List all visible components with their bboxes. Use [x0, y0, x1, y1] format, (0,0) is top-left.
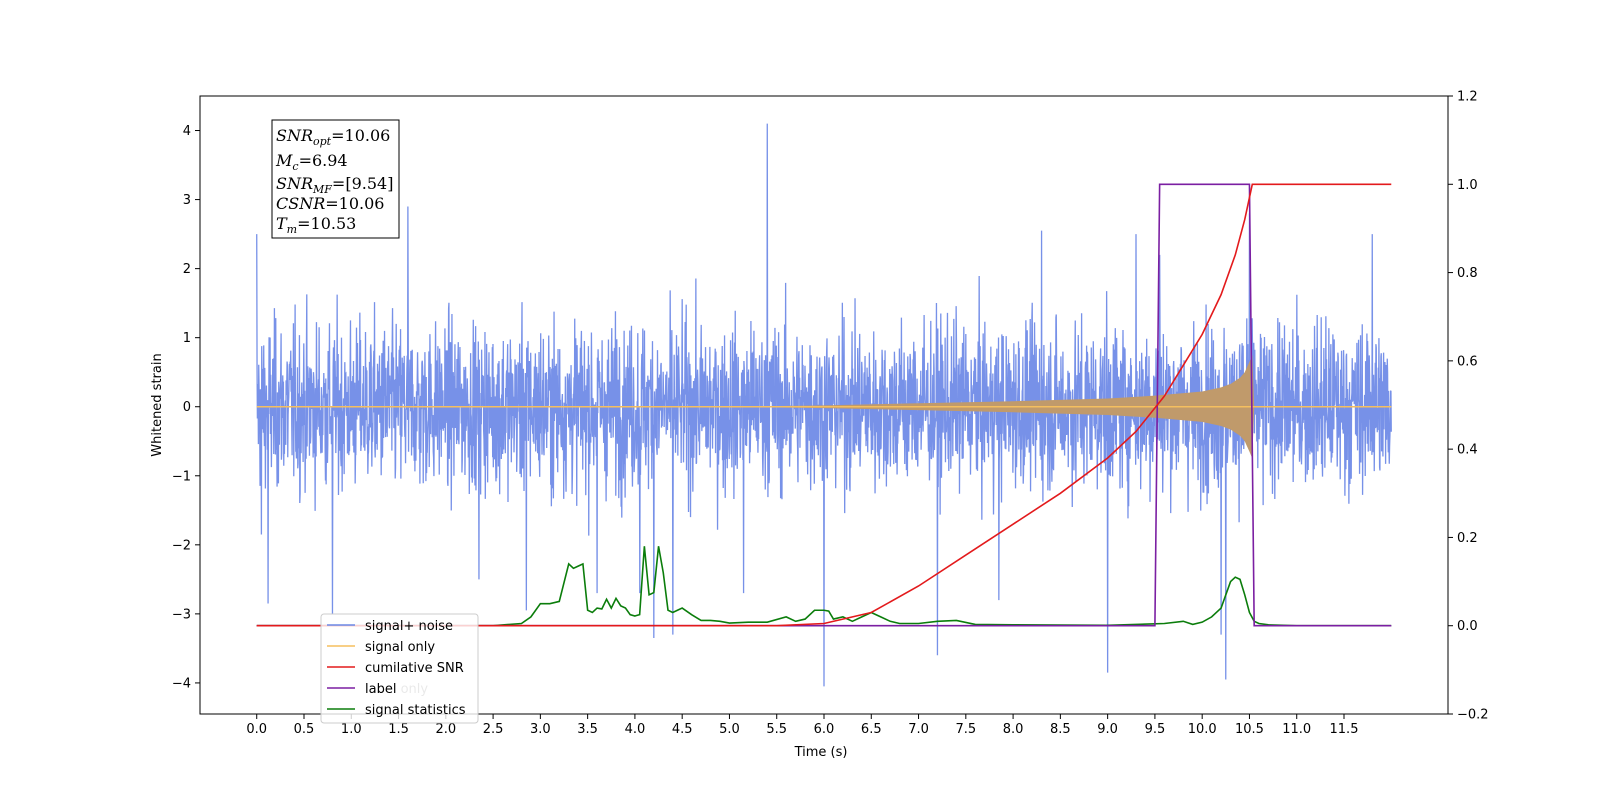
x-tick-label: 9.0 [1097, 722, 1118, 737]
annotation-tm-subscript: m [287, 223, 297, 236]
y-axis-left-label: Whitened strain [150, 353, 165, 456]
y-left-tick-label: 3 [183, 193, 191, 208]
y-right-tick-label: 0.8 [1457, 266, 1478, 281]
y-right-tick-label: 1.0 [1457, 178, 1478, 193]
y-left-tick-label: 0 [183, 400, 191, 415]
x-tick-label: 9.5 [1145, 722, 1166, 737]
x-tick-label: 11.0 [1282, 722, 1311, 737]
legend-label-signal-statistics: signal statistics [365, 703, 466, 718]
y-right-tick-label: 0.6 [1457, 354, 1478, 369]
y-axis-left: −4 −3 −2 −1 0 1 2 3 4 [172, 124, 200, 691]
annotation-tm: Tm=10.53 [276, 214, 356, 236]
y-left-tick-label: 4 [183, 124, 191, 139]
x-tick-label: 4.0 [625, 722, 646, 737]
y-axis-right: −0.2 0.0 0.2 0.4 0.6 0.8 1.0 1.2 [1448, 90, 1489, 723]
annotation-tm-value: =10.53 [297, 214, 356, 233]
legend-frame [320, 613, 479, 724]
x-tick-label: 4.5 [672, 722, 693, 737]
x-tick-label: 11.5 [1330, 722, 1359, 737]
annotation-csnr-value: =10.06 [325, 194, 384, 213]
annotation-snr-mf-value: =[9.54] [332, 174, 394, 193]
x-axis: 0.0 0.5 1.0 1.5 2.0 2.5 3.0 3.5 4.0 4.5 5.0 5.5 6.0 6… [246, 714, 1358, 737]
legend-label-label-only: label only [365, 682, 428, 697]
signal-statistics-line [256, 546, 1392, 627]
signal-noise-line [256, 123, 1392, 687]
annotation-mc-value: =6.94 [299, 151, 348, 170]
legend-label-label: label [365, 682, 396, 697]
annotation-csnr-symbol: CSNR [276, 194, 325, 213]
x-tick-label: 10.5 [1235, 722, 1264, 737]
legend-label-cumulative-snr: cumilative SNR [365, 661, 464, 676]
annotation-box: SNRopt=10.06 Mc=6.94 SNRMF=[9.54] CSNR=1… [271, 119, 400, 239]
y-left-tick-label: 1 [183, 331, 191, 346]
x-tick-label: 2.0 [435, 722, 456, 737]
x-tick-label: 7.0 [908, 722, 929, 737]
y-right-tick-label: 1.2 [1457, 90, 1478, 105]
annotation-snr-mf: SNRMF=[9.54] [276, 174, 393, 196]
y-left-tick-label: 2 [183, 262, 191, 277]
x-tick-label: 8.5 [1050, 722, 1071, 737]
x-tick-label: 0.5 [294, 722, 315, 737]
x-tick-label: 5.0 [719, 722, 740, 737]
x-tick-label: 10.0 [1188, 722, 1217, 737]
annotation-mc-subscript: c [292, 160, 298, 173]
x-tick-label: 1.0 [341, 722, 362, 737]
x-tick-label: 6.0 [814, 722, 835, 737]
annotation-mc-symbol: M [275, 151, 293, 170]
legend-label-signal-noise: signal+ noise [365, 619, 453, 634]
x-tick-label: 0.0 [246, 722, 267, 737]
x-tick-label: 2.5 [483, 722, 504, 737]
legend-label-signal-only: signal only [365, 640, 435, 655]
signal-only-series [256, 354, 1392, 459]
y-right-tick-label: 0.4 [1457, 443, 1478, 458]
cumulative-snr-line [256, 183, 1392, 627]
y-left-tick-label: −1 [172, 469, 191, 484]
annotation-snr-mf-subscript: MF [312, 183, 332, 196]
label-line [256, 183, 1392, 627]
signal-noise-series [256, 123, 1392, 687]
annotation-snr-mf-symbol: SNR [276, 174, 313, 193]
annotation-snr-opt-symbol: SNR [276, 126, 313, 145]
annotation-box-frame [271, 119, 400, 239]
x-tick-label: 8.0 [1003, 722, 1024, 737]
x-tick-label: 1.5 [388, 722, 409, 737]
y-right-tick-label: −0.2 [1457, 708, 1489, 723]
y-right-tick-label: 0.0 [1457, 619, 1478, 634]
y-right-tick-label: 0.2 [1457, 531, 1478, 546]
y-left-tick-label: −3 [172, 607, 191, 622]
annotation-snr-opt-value: =10.06 [331, 126, 390, 145]
x-axis-label: Time (s) [794, 745, 848, 760]
annotation-snr-opt-subscript: opt [313, 135, 332, 148]
annotation-snr-opt: SNRopt=10.06 [276, 126, 390, 148]
x-tick-label: 3.0 [530, 722, 551, 737]
x-tick-label: 7.5 [955, 722, 976, 737]
y-left-tick-label: −2 [172, 538, 191, 553]
legend: signal+ noise signal only cumilative SNR… [320, 613, 479, 724]
x-tick-label: 6.5 [861, 722, 882, 737]
line-series-group [256, 183, 1392, 627]
annotation-tm-symbol: T [276, 214, 288, 233]
x-tick-label: 5.5 [766, 722, 787, 737]
y-left-tick-label: −4 [172, 676, 191, 691]
x-tick-label: 3.5 [577, 722, 598, 737]
annotation-csnr: CSNR=10.06 [276, 194, 384, 213]
annotation-mc: Mc=6.94 [275, 151, 348, 173]
